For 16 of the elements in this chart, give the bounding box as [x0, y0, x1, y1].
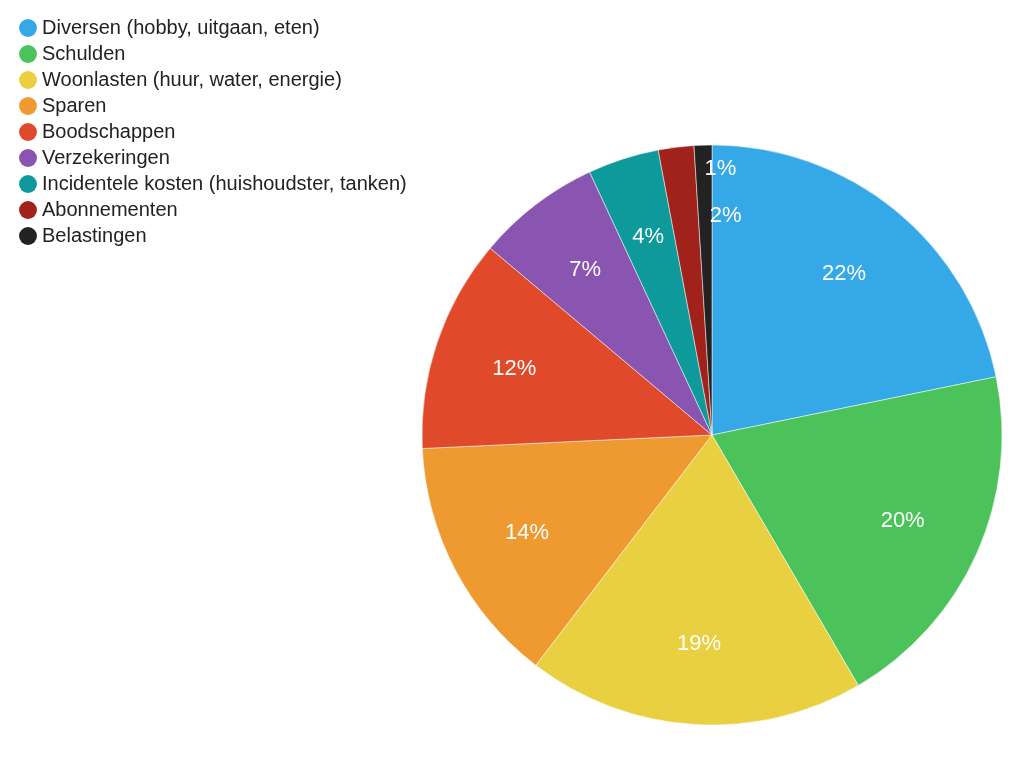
legend-label: Belastingen: [42, 224, 147, 246]
legend-label: Schulden: [42, 42, 126, 64]
legend-label: Woonlasten (huur, water, energie): [42, 68, 342, 90]
legend-label: Sparen: [42, 94, 107, 116]
data-label: 22%: [821, 260, 867, 286]
data-label: 19%: [677, 630, 722, 656]
data-label: 4%: [632, 223, 664, 249]
data-label: 20%: [880, 507, 925, 533]
legend-label: Incidentele kosten (huishoudster, tanken): [42, 172, 407, 194]
data-label: 14%: [504, 518, 550, 544]
legend-label: Diversen (hobby, uitgaan, eten): [42, 16, 320, 38]
legend-label: Verzekeringen: [42, 146, 170, 168]
data-label: 7%: [569, 256, 601, 282]
legend-label: Abonnementen: [42, 198, 178, 220]
legend-label: Boodschappen: [42, 120, 176, 142]
data-label: 12%: [492, 355, 537, 381]
